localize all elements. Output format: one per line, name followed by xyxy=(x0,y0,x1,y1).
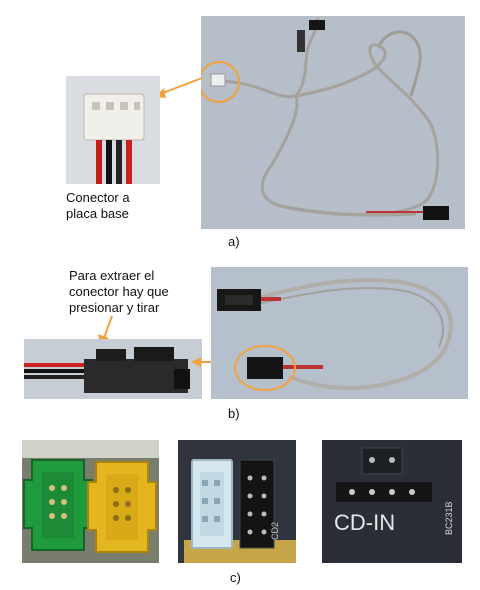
pcb-label-bc231b: BC231B xyxy=(444,501,454,535)
label-b-line3: presionar y tirar xyxy=(69,300,160,315)
cable-photo-a xyxy=(201,16,465,229)
label-a-line1: Conector a xyxy=(66,190,130,205)
connector-inset-a xyxy=(66,76,160,184)
label-b-line1: Para extraer el xyxy=(69,268,155,283)
label-b-line2: conector hay que xyxy=(69,284,169,299)
connector-label-a: Conector a placa base xyxy=(66,190,130,222)
highlight-circle-a xyxy=(201,61,240,103)
pcb-label-cd-in: CD-IN xyxy=(334,510,395,535)
instruction-label-b: Para extraer el conector hay que presion… xyxy=(69,268,169,316)
header-photo-green-yellow xyxy=(22,440,159,563)
pcb-label-cd2: CD2 xyxy=(270,522,280,540)
header-photo-white-black: CD2 xyxy=(178,440,296,563)
caption-b: b) xyxy=(228,406,240,421)
cable-photo-b xyxy=(211,267,468,399)
connector-inset-b xyxy=(24,339,202,399)
caption-a: a) xyxy=(228,234,240,249)
highlight-circle-b xyxy=(234,345,296,391)
header-photo-pcb: CD-IN BC231B xyxy=(322,440,462,563)
label-a-line2: placa base xyxy=(66,206,129,221)
caption-c: c) xyxy=(230,570,241,585)
